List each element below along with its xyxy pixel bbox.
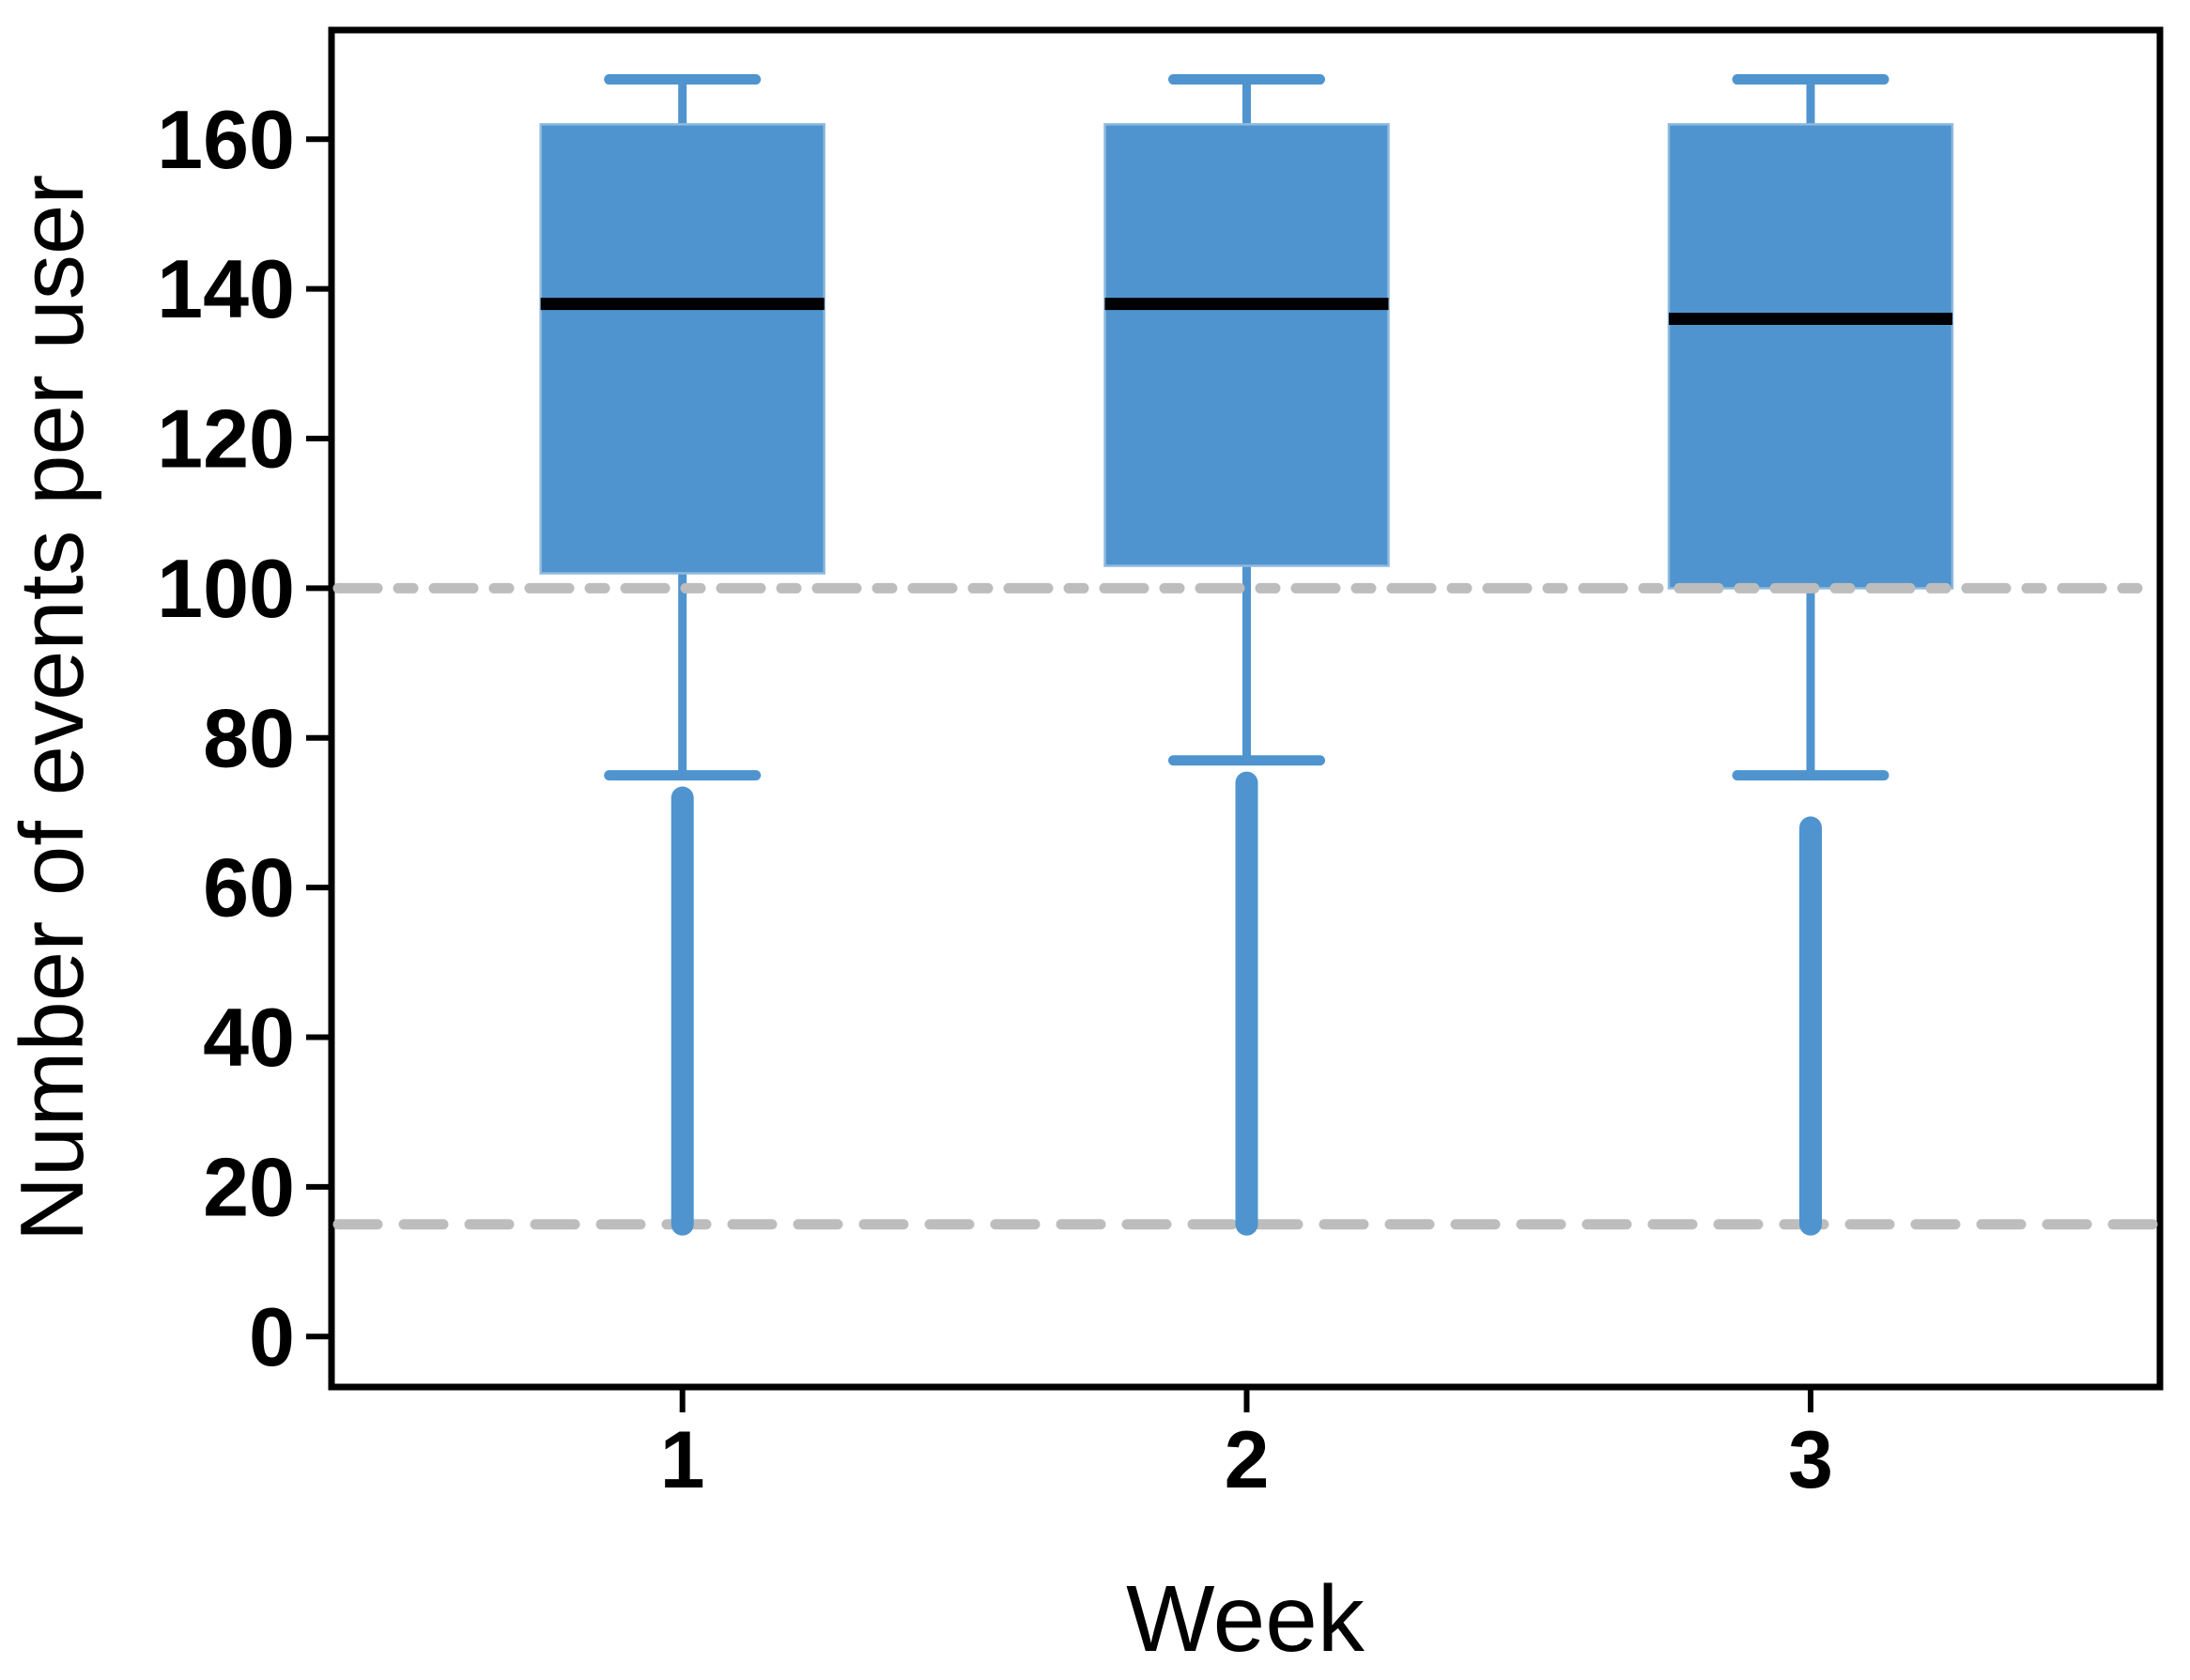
iqr-box-week-2 bbox=[1103, 123, 1390, 567]
reference-lines bbox=[332, 582, 2161, 1230]
y-tick-label-100: 100 bbox=[157, 542, 295, 635]
axis-tick-labels: 0 20 40 60 80 100 120 140 160 1 2 3 bbox=[157, 93, 1833, 1505]
box-week-2 bbox=[1103, 74, 1390, 766]
outlier-columns bbox=[671, 771, 1822, 1236]
y-tick-label-120: 120 bbox=[157, 393, 295, 486]
y-tick-label-20: 20 bbox=[203, 1140, 295, 1233]
box-week-1 bbox=[539, 74, 825, 781]
boxplot-boxes bbox=[539, 74, 1954, 781]
x-axis-title: Week bbox=[1126, 1566, 1365, 1672]
outlier-column-week-1 bbox=[671, 786, 694, 1236]
x-tick-label-week-3: 3 bbox=[1788, 1415, 1833, 1505]
iqr-box-week-3 bbox=[1667, 123, 1954, 590]
outlier-column-week-2 bbox=[1235, 771, 1258, 1236]
axis-ticks bbox=[306, 136, 1813, 1412]
y-tick-label-40: 40 bbox=[203, 991, 295, 1084]
y-tick-label-140: 140 bbox=[157, 242, 295, 335]
box-week-3 bbox=[1667, 74, 1954, 781]
outlier-column-week-3 bbox=[1799, 816, 1822, 1236]
y-tick-label-160: 160 bbox=[157, 93, 295, 186]
y-tick-label-0: 0 bbox=[249, 1290, 295, 1383]
x-tick-label-week-1: 1 bbox=[660, 1415, 705, 1505]
x-tick-label-week-2: 2 bbox=[1225, 1415, 1270, 1505]
y-tick-label-60: 60 bbox=[203, 841, 295, 934]
y-tick-label-80: 80 bbox=[203, 691, 295, 784]
y-axis-title: Number of events per user bbox=[2, 175, 102, 1242]
plot-border bbox=[328, 26, 2164, 1391]
iqr-box-week-1 bbox=[539, 123, 825, 575]
